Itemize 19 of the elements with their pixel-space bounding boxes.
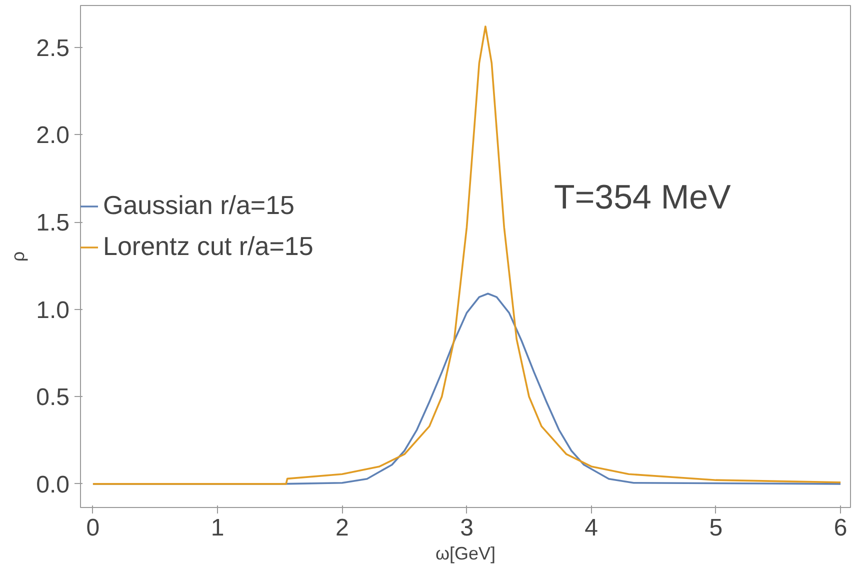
annotation: T=354 MeV <box>554 178 732 216</box>
x-tick-label: 5 <box>709 514 723 542</box>
line-series <box>92 26 842 485</box>
legend-label: Lorentz cut r/a=15 <box>103 231 314 262</box>
x-axis-title: ω[GeV] <box>435 544 496 564</box>
y-tick-label: 2.0 <box>36 122 70 150</box>
y-axis-title: ρ <box>8 251 28 262</box>
y-tick-label: 1.0 <box>36 296 70 324</box>
y-tick-label: 0.0 <box>36 471 70 498</box>
y-tick-label: 2.5 <box>36 34 70 62</box>
x-tick-label: 4 <box>584 514 598 542</box>
legend-label: Gaussian r/a=15 <box>103 190 295 221</box>
x-tick-label: 0 <box>86 514 100 542</box>
x-tick-label: 2 <box>335 514 349 542</box>
x-tick-label: 3 <box>460 514 474 542</box>
y-tick-label: 1.5 <box>36 210 70 237</box>
x-tick-label: 6 <box>834 514 848 542</box>
x-tick-label: 1 <box>210 514 224 542</box>
y-tick-label: 0.5 <box>36 384 70 412</box>
